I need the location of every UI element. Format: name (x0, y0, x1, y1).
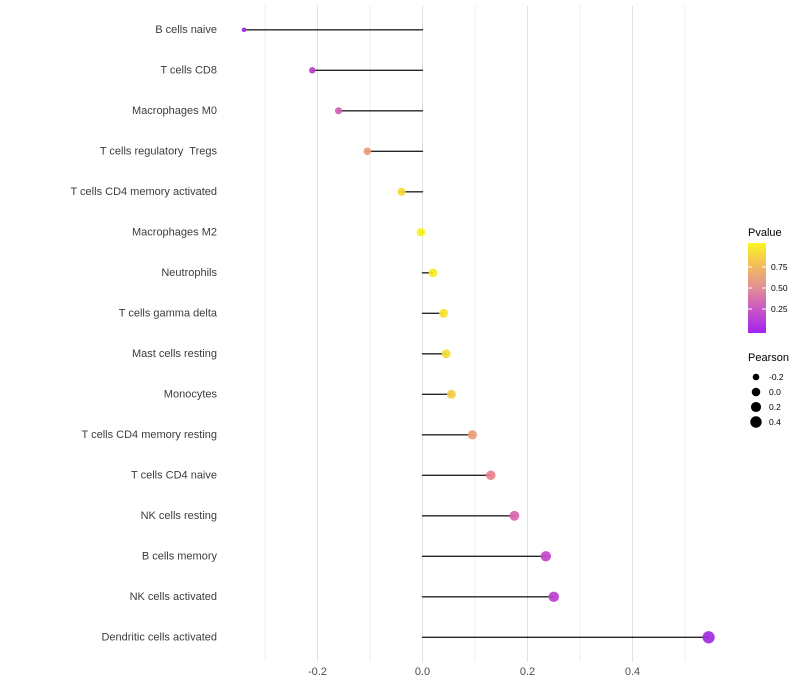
lollipop-point (363, 147, 372, 156)
x-axis-tick-label: 0.4 (625, 666, 640, 678)
pearson-size-dot (750, 401, 762, 413)
y-axis-label: Mast cells resting (132, 348, 217, 360)
lollipop-point (334, 107, 343, 115)
y-axis-label: B cells memory (142, 550, 218, 562)
y-axis-label: T cells CD4 naive (131, 469, 217, 481)
y-axis-label: T cells gamma delta (119, 307, 218, 319)
y-axis-label: NK cells activated (130, 591, 217, 603)
lollipop-point (241, 27, 247, 33)
y-axis-labels: B cells naive T cells CD8 Macrophages M0 T … (70, 24, 218, 643)
gridlines (264, 5, 686, 662)
lollipop-point (548, 591, 559, 603)
pvalue-tick-label: 0.75 (771, 262, 788, 272)
lollipop-point (397, 187, 406, 196)
pearson-size-dot (751, 387, 761, 397)
y-axis-label: Neutrophils (161, 267, 217, 279)
pvalue-tick-label: 0.50 (771, 283, 788, 293)
x-axis-labels: -0.2 0.0 0.2 0.4 (308, 666, 640, 678)
pvalue-gradient-ticks: 0.75 0.50 0.25 (748, 262, 788, 314)
pearson-size-label: -0.2 (769, 372, 784, 382)
legend-pearson-title: Pearson (748, 352, 789, 364)
lollipop-point (441, 349, 451, 359)
y-axis-label: Monocytes (164, 388, 218, 400)
legend-pvalue-title: Pvalue (748, 227, 782, 239)
lollipop-point (309, 67, 316, 74)
lollipop-dots (241, 27, 715, 644)
lollipop-point (540, 551, 552, 562)
x-axis-tick-label: 0.0 (415, 666, 430, 678)
lollipop-point (702, 631, 715, 644)
pvalue-gradient-bar (748, 243, 766, 333)
pearson-size-label: 0.4 (769, 417, 781, 427)
pearson-size-dot (750, 416, 762, 428)
legend-pearson: Pearson -0.2 0.0 0.2 0.4 (748, 352, 789, 428)
y-axis-label: T cells CD4 memory resting (82, 429, 218, 441)
y-axis-label: NK cells resting (141, 510, 217, 522)
lollipop-point (446, 389, 456, 399)
y-axis-label: Dendritic cells activated (101, 631, 217, 643)
lollipop-point (416, 228, 426, 237)
y-axis-label: T cells CD8 (160, 64, 217, 76)
x-axis-tick-label: 0.2 (520, 666, 535, 678)
pearson-size-items: -0.2 0.0 0.2 0.4 (750, 372, 784, 428)
lollipop-point (509, 510, 520, 521)
legend-pvalue: Pvalue 0.75 0.50 0.25 (748, 227, 788, 333)
lollipop-point (485, 470, 496, 481)
pearson-size-label: 0.2 (769, 402, 781, 412)
lollipop-point (428, 268, 438, 278)
y-axis-label: Macrophages M0 (132, 105, 217, 117)
lollipop-sticks (243, 29, 710, 638)
pearson-size-dot (752, 373, 760, 381)
x-axis-tick-label: -0.2 (308, 666, 327, 678)
y-axis-label: B cells naive (155, 24, 217, 36)
y-axis-label: T cells regulatory Tregs (100, 145, 218, 157)
y-axis-label: Macrophages M2 (132, 226, 217, 238)
lollipop-point (467, 430, 478, 440)
pearson-size-label: 0.0 (769, 387, 781, 397)
lollipop-point (439, 308, 448, 318)
pvalue-tick-label: 0.25 (771, 304, 788, 314)
y-axis-label: T cells CD4 memory activated (70, 186, 217, 198)
